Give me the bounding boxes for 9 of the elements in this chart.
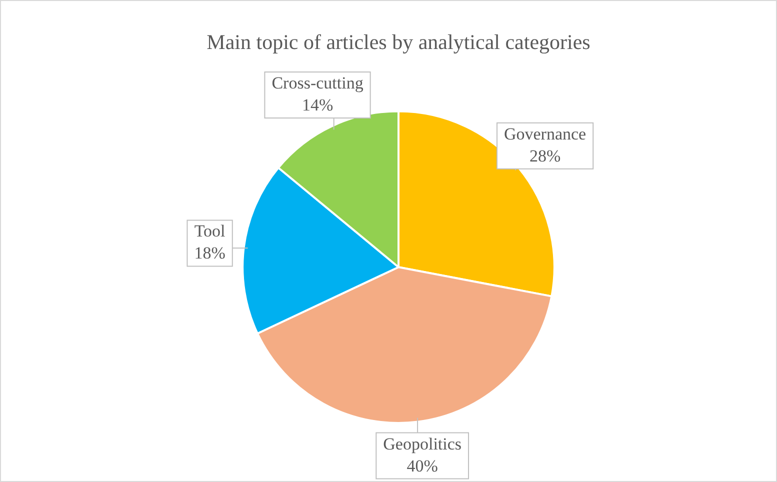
slice-label: Cross-cutting [272, 73, 364, 92]
slice-label: Governance [504, 124, 586, 144]
slice-label: Geopolitics [383, 434, 462, 454]
data-label: 18% [194, 244, 226, 263]
data-label: 14% [302, 95, 334, 114]
data-label: 28% [529, 146, 561, 166]
data-label: 40% [406, 456, 438, 476]
chart-title: Main topic of articles by analytical categories [206, 30, 590, 54]
slice-label: Tool [194, 222, 226, 241]
